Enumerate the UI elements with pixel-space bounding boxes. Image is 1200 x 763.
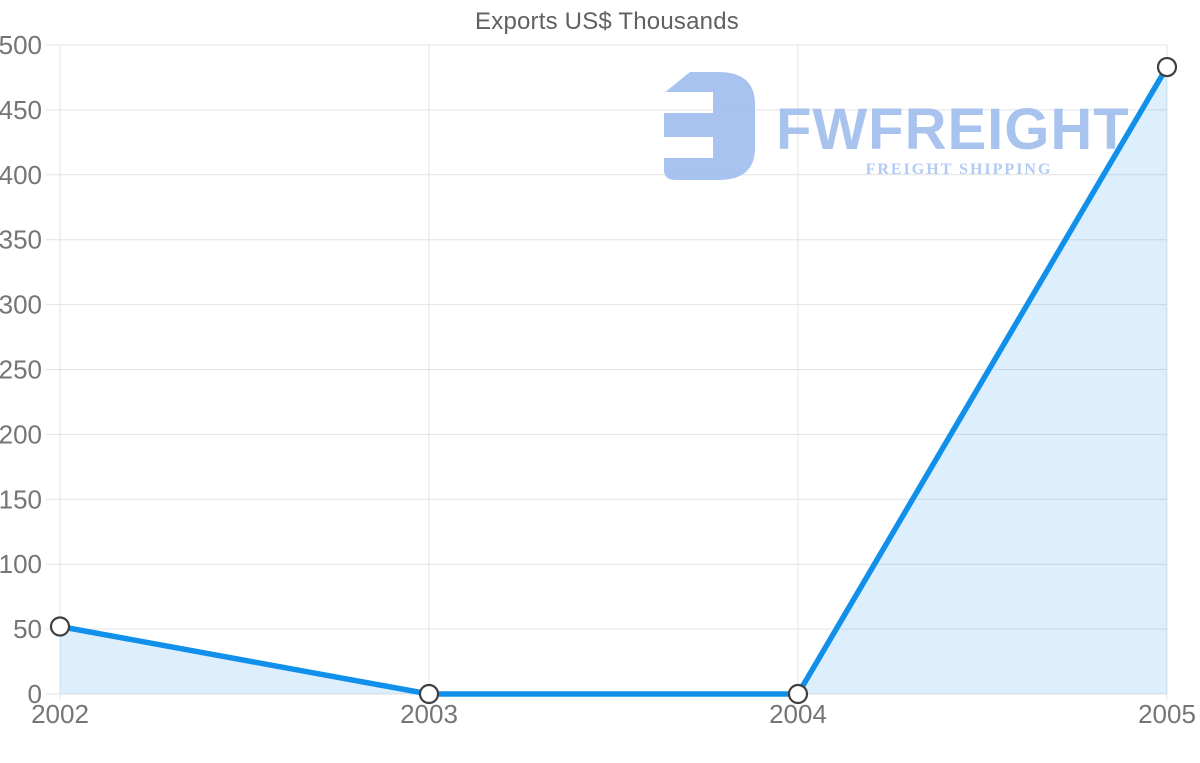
series-line bbox=[57, 64, 1170, 697]
y-axis-label: 0 bbox=[28, 679, 42, 709]
y-axis-label: 250 bbox=[0, 355, 42, 385]
watermark: FWFREIGHT FREIGHT SHIPPING bbox=[664, 72, 1130, 180]
data-point-marker[interactable] bbox=[1156, 56, 1178, 78]
y-axis-label: 100 bbox=[0, 549, 42, 579]
x-axis-label: 2002 bbox=[31, 699, 89, 729]
y-axis-label: 300 bbox=[0, 290, 42, 320]
y-axis-label: 200 bbox=[0, 419, 42, 449]
y-axis-label: 50 bbox=[13, 614, 42, 644]
data-point-marker[interactable] bbox=[787, 683, 809, 705]
y-axis-label: 450 bbox=[0, 95, 42, 125]
watermark-tagline-text: FREIGHT SHIPPING bbox=[866, 161, 1053, 178]
series-layer bbox=[49, 56, 1178, 705]
data-point-marker[interactable] bbox=[49, 616, 71, 637]
y-axis-label: 150 bbox=[0, 484, 42, 514]
chart-title: Exports US$ Thousands bbox=[475, 8, 739, 35]
y-axis-label: 500 bbox=[0, 30, 42, 60]
y-axis-label: 350 bbox=[0, 225, 42, 255]
fwfreight-logo-icon bbox=[664, 72, 755, 180]
x-axis-label: 2005 bbox=[1138, 699, 1196, 729]
y-axis-label: 400 bbox=[0, 160, 42, 190]
watermark-brand-text: FWFREIGHT bbox=[776, 97, 1130, 162]
data-point-marker[interactable] bbox=[418, 683, 440, 705]
